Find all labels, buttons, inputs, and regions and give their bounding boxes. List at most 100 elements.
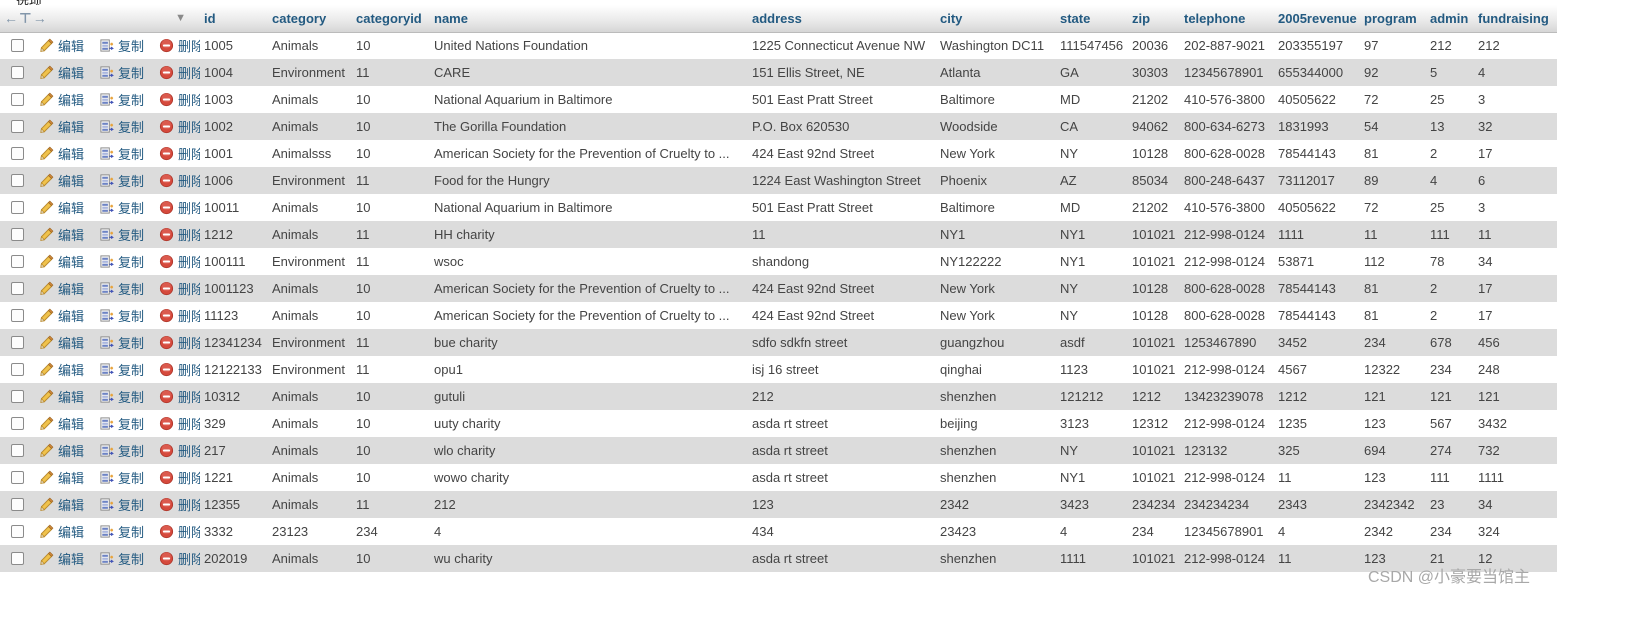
row-checkbox[interactable] bbox=[11, 93, 24, 106]
row-checkbox[interactable] bbox=[11, 363, 24, 376]
row-checkbox[interactable] bbox=[11, 66, 24, 79]
row-checkbox[interactable] bbox=[11, 282, 24, 295]
edit-link[interactable]: 编辑 bbox=[39, 387, 84, 406]
column-header-fundraising[interactable]: fundraising bbox=[1474, 5, 1557, 33]
delete-link[interactable]: 删除 bbox=[159, 468, 200, 487]
column-header-admin[interactable]: admin bbox=[1426, 5, 1474, 33]
row-checkbox[interactable] bbox=[11, 498, 24, 511]
column-header-categoryid[interactable]: categoryid bbox=[352, 5, 430, 33]
column-header-program[interactable]: program bbox=[1360, 5, 1426, 33]
edit-link[interactable]: 编辑 bbox=[39, 171, 84, 190]
row-checkbox[interactable] bbox=[11, 390, 24, 403]
edit-link[interactable]: 编辑 bbox=[39, 279, 84, 298]
copy-link[interactable]: 复制 bbox=[99, 63, 144, 82]
edit-link[interactable]: 编辑 bbox=[39, 225, 84, 244]
copy-link[interactable]: 复制 bbox=[99, 225, 144, 244]
column-header-id[interactable]: id bbox=[200, 5, 268, 33]
delete-link[interactable]: 删除 bbox=[159, 360, 200, 379]
copy-link[interactable]: 复制 bbox=[99, 414, 144, 433]
options-dropdown-icon[interactable]: ▼ bbox=[175, 12, 186, 25]
delete-link[interactable]: 删除 bbox=[159, 117, 200, 136]
copy-link[interactable]: 复制 bbox=[99, 306, 144, 325]
delete-link[interactable]: 删除 bbox=[159, 144, 200, 163]
column-header-zip[interactable]: zip bbox=[1128, 5, 1180, 33]
copy-link[interactable]: 复制 bbox=[99, 387, 144, 406]
copy-link[interactable]: 复制 bbox=[99, 333, 144, 352]
edit-link[interactable]: 编辑 bbox=[39, 36, 84, 55]
delete-link[interactable]: 删除 bbox=[159, 495, 200, 514]
copy-link[interactable]: 复制 bbox=[99, 252, 144, 271]
copy-link[interactable]: 复制 bbox=[99, 549, 144, 568]
row-checkbox[interactable] bbox=[11, 255, 24, 268]
delete-link[interactable]: 删除 bbox=[159, 306, 200, 325]
edit-link[interactable]: 编辑 bbox=[39, 144, 84, 163]
pencil-icon bbox=[39, 551, 54, 566]
edit-link[interactable]: 编辑 bbox=[39, 468, 84, 487]
row-checkbox[interactable] bbox=[11, 120, 24, 133]
delete-link[interactable]: 删除 bbox=[159, 36, 200, 55]
copy-link[interactable]: 复制 bbox=[99, 522, 144, 541]
edit-link[interactable]: 编辑 bbox=[39, 198, 84, 217]
cell-id: 1001 bbox=[204, 146, 233, 161]
row-checkbox[interactable] bbox=[11, 417, 24, 430]
delete-link[interactable]: 删除 bbox=[159, 333, 200, 352]
cell-program: 123 bbox=[1364, 470, 1386, 485]
delete-link[interactable]: 删除 bbox=[159, 279, 200, 298]
delete-link[interactable]: 删除 bbox=[159, 549, 200, 568]
copy-link[interactable]: 复制 bbox=[99, 360, 144, 379]
row-checkbox[interactable] bbox=[11, 525, 24, 538]
row-checkbox[interactable] bbox=[11, 39, 24, 53]
copy-link[interactable]: 复制 bbox=[99, 279, 144, 298]
copy-link[interactable]: 复制 bbox=[99, 468, 144, 487]
edit-link[interactable]: 编辑 bbox=[39, 414, 84, 433]
delete-link[interactable]: 删除 bbox=[159, 414, 200, 433]
delete-link[interactable]: 删除 bbox=[159, 90, 200, 109]
row-checkbox[interactable] bbox=[11, 309, 24, 322]
column-header-state[interactable]: state bbox=[1056, 5, 1128, 33]
row-checkbox[interactable] bbox=[11, 228, 24, 241]
edit-link[interactable]: 编辑 bbox=[39, 441, 84, 460]
column-header-category[interactable]: category bbox=[268, 5, 352, 33]
column-header-address[interactable]: address bbox=[748, 5, 936, 33]
edit-link[interactable]: 编辑 bbox=[39, 90, 84, 109]
delete-link[interactable]: 删除 bbox=[159, 441, 200, 460]
delete-link[interactable]: 删除 bbox=[159, 522, 200, 541]
row-checkbox[interactable] bbox=[11, 201, 24, 214]
column-header-city[interactable]: city bbox=[936, 5, 1056, 33]
edit-link[interactable]: 编辑 bbox=[39, 333, 84, 352]
edit-link[interactable]: 编辑 bbox=[39, 306, 84, 325]
copy-link[interactable]: 复制 bbox=[99, 441, 144, 460]
edit-link[interactable]: 编辑 bbox=[39, 522, 84, 541]
column-header-2005revenue[interactable]: 2005revenue bbox=[1274, 5, 1360, 33]
delete-link[interactable]: 删除 bbox=[159, 225, 200, 244]
edit-link[interactable]: 编辑 bbox=[39, 252, 84, 271]
edit-link[interactable]: 编辑 bbox=[39, 495, 84, 514]
edit-link[interactable]: 编辑 bbox=[39, 117, 84, 136]
copy-link[interactable]: 复制 bbox=[99, 198, 144, 217]
column-nav-arrows-icon[interactable]: ←⊤→ bbox=[4, 9, 48, 26]
row-checkbox[interactable] bbox=[11, 444, 24, 457]
row-checkbox[interactable] bbox=[11, 336, 24, 349]
copy-link[interactable]: 复制 bbox=[99, 117, 144, 136]
copy-link[interactable]: 复制 bbox=[99, 171, 144, 190]
column-header-telephone[interactable]: telephone bbox=[1180, 5, 1274, 33]
delete-link[interactable]: 删除 bbox=[159, 387, 200, 406]
edit-link[interactable]: 编辑 bbox=[39, 549, 84, 568]
copy-link[interactable]: 复制 bbox=[99, 36, 144, 55]
delete-link[interactable]: 删除 bbox=[159, 171, 200, 190]
copy-link[interactable]: 复制 bbox=[99, 495, 144, 514]
copy-link[interactable]: 复制 bbox=[99, 144, 144, 163]
column-header-name[interactable]: name bbox=[430, 5, 748, 33]
delete-link[interactable]: 删除 bbox=[159, 63, 200, 82]
row-checkbox[interactable] bbox=[11, 147, 24, 160]
edit-link[interactable]: 编辑 bbox=[39, 63, 84, 82]
edit-link[interactable]: 编辑 bbox=[39, 360, 84, 379]
cell-categoryid: 10 bbox=[356, 416, 371, 431]
delete-link[interactable]: 删除 bbox=[159, 198, 200, 217]
row-checkbox[interactable] bbox=[11, 174, 24, 187]
row-checkbox[interactable] bbox=[11, 552, 24, 565]
cell-address: asda rt street bbox=[752, 416, 828, 431]
copy-link[interactable]: 复制 bbox=[99, 90, 144, 109]
delete-link[interactable]: 删除 bbox=[159, 252, 200, 271]
row-checkbox[interactable] bbox=[11, 471, 24, 484]
